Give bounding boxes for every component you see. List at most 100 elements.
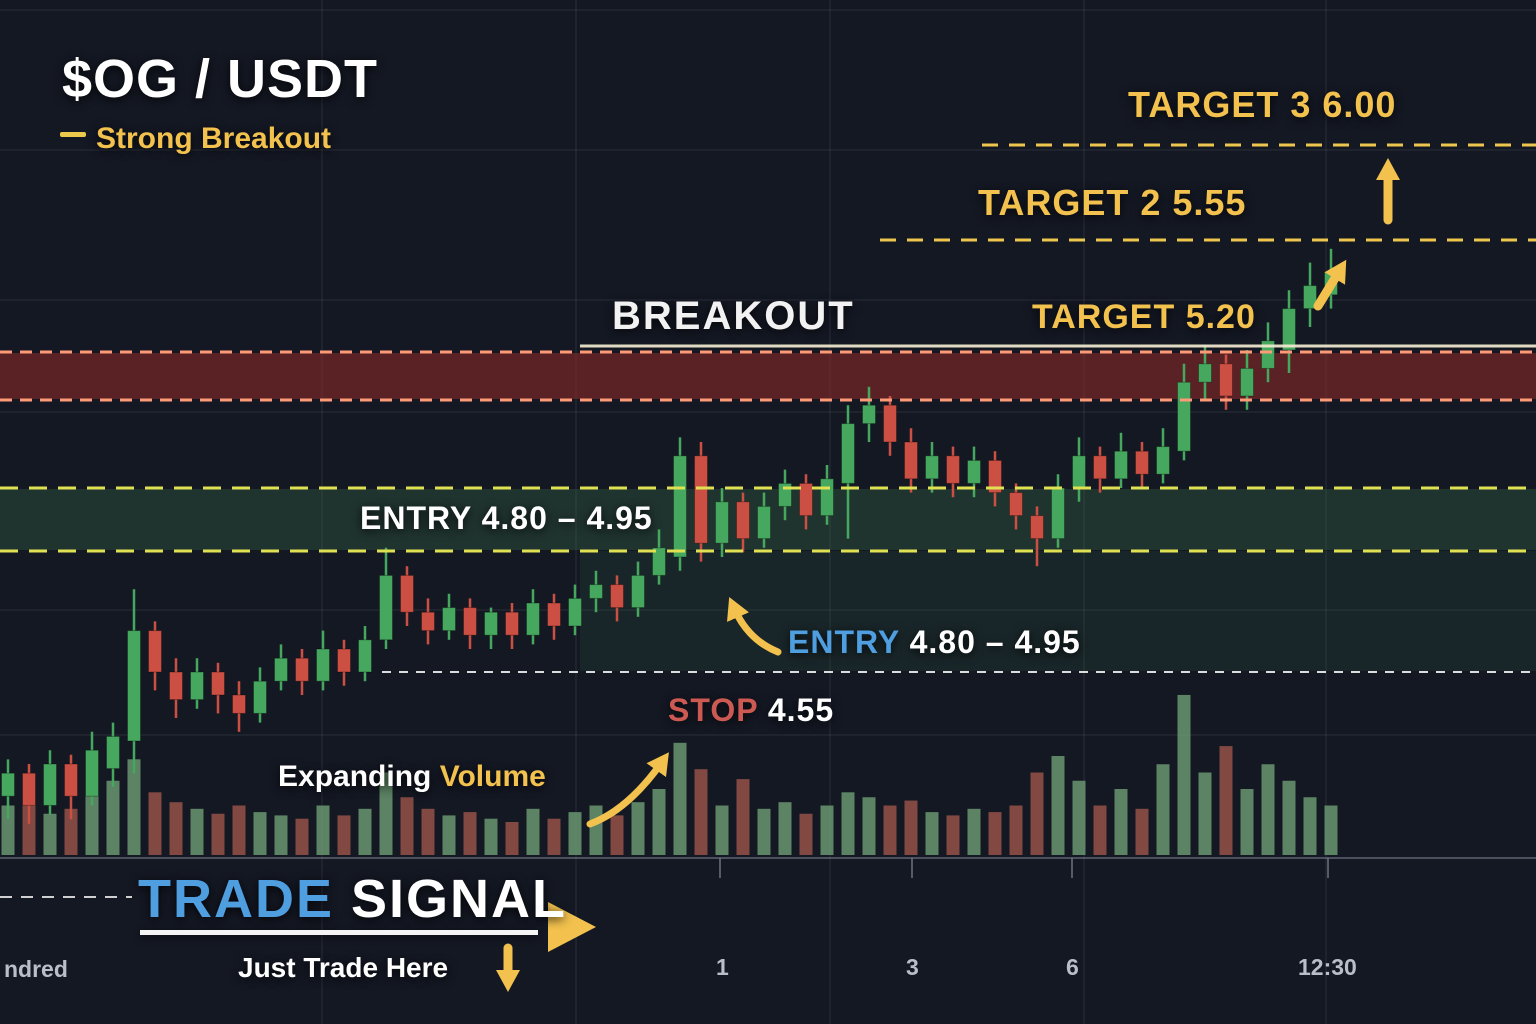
candle-body: [190, 671, 204, 701]
trade-signal-underline: [140, 930, 538, 935]
candles-layer: [1, 248, 1338, 824]
candle-body: [799, 482, 813, 517]
volume-bar: [1324, 805, 1338, 855]
candle-body: [295, 657, 309, 682]
candle-body: [1261, 340, 1275, 369]
entry-word: ENTRY: [788, 624, 900, 660]
target3-label: TARGET 3 6.00: [1128, 84, 1397, 125]
volume-bar: [1, 805, 15, 855]
trade-signal-label: TRADE SIGNAL: [138, 868, 567, 930]
candle-body: [1219, 363, 1233, 397]
candle-body: [1114, 450, 1128, 480]
candle-body: [547, 602, 561, 627]
candle-body: [883, 404, 897, 443]
subtitle-dash: [60, 132, 86, 137]
axis-label-partial: ndred: [4, 956, 68, 982]
candle-body: [148, 630, 162, 673]
candle-body: [1009, 492, 1023, 517]
volume-bar: [421, 808, 435, 855]
trade-word: TRADE: [138, 869, 334, 929]
breakout-label: BREAKOUT: [612, 294, 855, 338]
candle-body: [337, 648, 351, 673]
candle-body: [22, 772, 36, 806]
candle-body: [169, 671, 183, 701]
volume-bar: [778, 802, 792, 855]
candle-body: [43, 763, 57, 806]
volume-layer: [1, 694, 1338, 855]
axis-tick-1230: 12:30: [1298, 954, 1357, 980]
volume-bar: [64, 808, 78, 855]
volume-bar: [1219, 746, 1233, 855]
candle-body: [1177, 381, 1191, 452]
volume-bar: [967, 808, 981, 855]
candle-body: [400, 574, 414, 613]
volume-bar: [610, 815, 624, 855]
candle-body: [358, 639, 372, 673]
candle-body: [967, 459, 981, 484]
candle-body: [1198, 363, 1212, 383]
volume-bar: [652, 789, 666, 855]
volume-bar: [547, 818, 561, 855]
candle-body: [1156, 446, 1170, 475]
volume-bar: [442, 815, 456, 855]
volume-bar: [799, 813, 813, 855]
volume-bar: [1240, 789, 1254, 855]
candle-body: [1303, 285, 1317, 310]
volume-curved-arrow: [586, 752, 669, 828]
volume-bar: [631, 802, 645, 855]
candle-body: [85, 749, 99, 797]
candle-body: [610, 584, 624, 609]
candle-body: [1030, 515, 1044, 540]
volume-bar: [43, 813, 57, 855]
volume-bar: [484, 818, 498, 855]
target2-label: TARGET 2 5.55: [978, 182, 1247, 223]
axis-tick-3: 3: [906, 954, 919, 980]
candle-body: [694, 455, 708, 544]
candle-body: [568, 597, 582, 627]
volume-bar: [148, 792, 162, 855]
price-up-arrow: [1313, 259, 1347, 311]
candle-body: [652, 547, 666, 576]
candle-body: [820, 478, 834, 517]
levels-layer: [0, 143, 1536, 898]
candle-body: [274, 657, 288, 682]
volume-bar: [1093, 805, 1107, 855]
volume-bar: [1135, 808, 1149, 855]
candle-body: [736, 501, 750, 540]
volume-bar: [841, 792, 855, 855]
candle-body: [379, 574, 393, 641]
volume-bar: [1030, 772, 1044, 855]
volume-bar: [358, 808, 372, 855]
volume-bar: [757, 808, 771, 855]
volume-bar: [1177, 694, 1191, 855]
volume-bar: [1198, 772, 1212, 855]
expanding-word: Expanding: [278, 760, 432, 793]
volume-bar: [715, 805, 729, 855]
volume-bar: [988, 812, 1002, 855]
candle-body: [1282, 308, 1296, 351]
volume-bar: [316, 805, 330, 855]
volume-bar: [190, 808, 204, 855]
candle-body: [1051, 487, 1065, 540]
entry-range: 4.80 – 4.95: [909, 624, 1081, 660]
volume-bar: [694, 769, 708, 855]
candle-body: [673, 455, 687, 558]
candle-body: [316, 648, 330, 682]
volume-bar: [400, 797, 414, 855]
candle-body: [106, 735, 120, 770]
candle-body: [1240, 367, 1254, 397]
candle-body: [925, 455, 939, 480]
entry-zone-label: ENTRY 4.80 – 4.95: [360, 500, 653, 536]
volume-bar: [106, 780, 120, 855]
volume-bar: [85, 789, 99, 855]
volume-bar: [1051, 756, 1065, 855]
candle-body: [757, 505, 771, 540]
candle-body: [1072, 455, 1086, 489]
volume-bar: [925, 812, 939, 855]
volume-word: Volume: [439, 760, 546, 793]
volume-bar: [379, 772, 393, 855]
entry-curved-arrow: [727, 597, 782, 656]
volume-bar: [736, 779, 750, 855]
candle-body: [463, 607, 477, 636]
volume-bar: [232, 805, 246, 855]
